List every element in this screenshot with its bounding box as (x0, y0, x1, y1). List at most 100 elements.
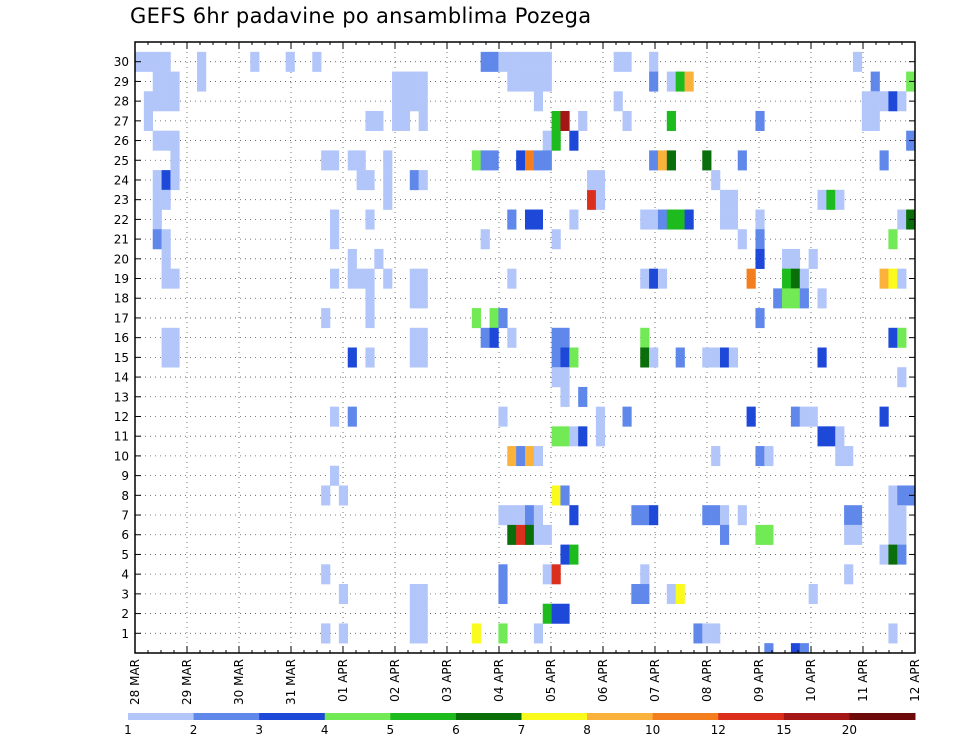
precip-cell (560, 485, 570, 506)
precip-cell (640, 327, 650, 348)
precip-cell (374, 110, 384, 131)
precip-cell (489, 150, 499, 171)
precip-cell (330, 465, 340, 486)
precip-cell (879, 406, 889, 427)
precip-cell (551, 603, 561, 624)
y-tick-label: 11 (114, 430, 129, 444)
precip-cell (170, 150, 180, 171)
precip-cell (197, 71, 207, 92)
precip-cell (844, 505, 854, 526)
x-tick-label: 08 APR (700, 659, 714, 702)
y-tick-label: 8 (121, 489, 129, 503)
precip-cell (764, 446, 774, 467)
colorbar: 1 2 3 4 5 6 7 8 10 12 15 20 (124, 713, 916, 737)
precip-cell (365, 347, 375, 368)
precip-cell (489, 51, 499, 72)
y-tick-label: 21 (114, 233, 129, 247)
precip-cell (799, 406, 809, 427)
precip-cell (844, 524, 854, 545)
precip-cell (728, 347, 739, 368)
precip-cell (675, 71, 685, 92)
precip-cell (649, 209, 659, 230)
precip-cell (161, 130, 171, 151)
precip-cell (897, 505, 907, 526)
precip-cell (143, 51, 154, 72)
precip-cell (409, 91, 419, 112)
precip-cell (507, 524, 517, 545)
precip-cell (330, 268, 340, 289)
precip-cell (418, 603, 428, 624)
precip-cell (649, 150, 659, 171)
y-tick-label: 29 (114, 75, 129, 89)
x-tick-label: 29 MAR (180, 659, 194, 705)
precip-cell (418, 71, 428, 92)
precip-cell (356, 170, 366, 191)
precip-cell (649, 268, 659, 289)
precip-cell (533, 446, 544, 467)
precip-cell (569, 426, 579, 447)
precip-cell (666, 209, 676, 230)
colorbar-label: 8 (583, 723, 591, 737)
precip-cell (666, 584, 676, 605)
precip-cell (507, 71, 517, 92)
precip-cell (409, 603, 419, 624)
precip-cell (711, 623, 721, 644)
precip-cell (161, 327, 171, 348)
precip-cell (879, 268, 889, 289)
precip-cell (808, 248, 818, 269)
precip-cell (861, 91, 871, 112)
precip-cell (888, 524, 898, 545)
precip-cell (640, 584, 650, 605)
precip-cell (711, 347, 721, 368)
precip-cell (666, 150, 676, 171)
precip-cell (640, 268, 650, 289)
x-tick-label: 28 MAR (128, 659, 142, 705)
colorbar-label: 5 (387, 723, 395, 737)
precip-cell (471, 308, 481, 329)
precip-cell (693, 623, 703, 644)
precip-cell (578, 386, 588, 407)
precip-cell (897, 327, 907, 348)
precip-cell (498, 623, 508, 644)
precip-cell (152, 71, 162, 92)
y-tick-label: 25 (114, 154, 129, 168)
precip-cell (790, 288, 801, 309)
precip-cell (879, 91, 889, 112)
precip-cell (764, 524, 774, 545)
precip-cell (569, 544, 579, 565)
precip-cell (684, 71, 694, 92)
precip-cell (516, 446, 526, 467)
precip-cell (498, 308, 508, 329)
precip-cell (852, 505, 863, 526)
precip-cell (844, 446, 854, 467)
precip-cell (533, 505, 544, 526)
precip-cell (507, 446, 517, 467)
precip-cell (525, 209, 535, 230)
precip-cell (542, 71, 552, 92)
precip-cell (578, 426, 588, 447)
precip-cell (152, 51, 162, 72)
precip-cell (551, 367, 561, 388)
precip-cell (640, 564, 650, 585)
y-tick-label: 15 (114, 351, 129, 365)
precip-cell (312, 51, 322, 72)
precip-cell (790, 643, 801, 654)
precip-cell (702, 623, 712, 644)
precip-cell (888, 327, 898, 348)
precip-cell (516, 524, 526, 545)
precip-cell (400, 110, 411, 131)
precip-cell (782, 268, 792, 289)
precip-cell (321, 623, 331, 644)
precip-cell (808, 406, 818, 427)
precip-cell (790, 268, 801, 289)
precip-cell (365, 268, 375, 289)
precip-cell (330, 150, 340, 171)
x-tick-label: 01 APR (336, 659, 350, 702)
precip-cell (870, 110, 880, 131)
precip-cell (330, 406, 340, 427)
precip-cell (799, 268, 809, 289)
precip-cell (649, 71, 659, 92)
colorbar-label: 4 (321, 723, 329, 737)
precip-cell (551, 130, 561, 151)
colorbar-swatch (718, 713, 785, 720)
